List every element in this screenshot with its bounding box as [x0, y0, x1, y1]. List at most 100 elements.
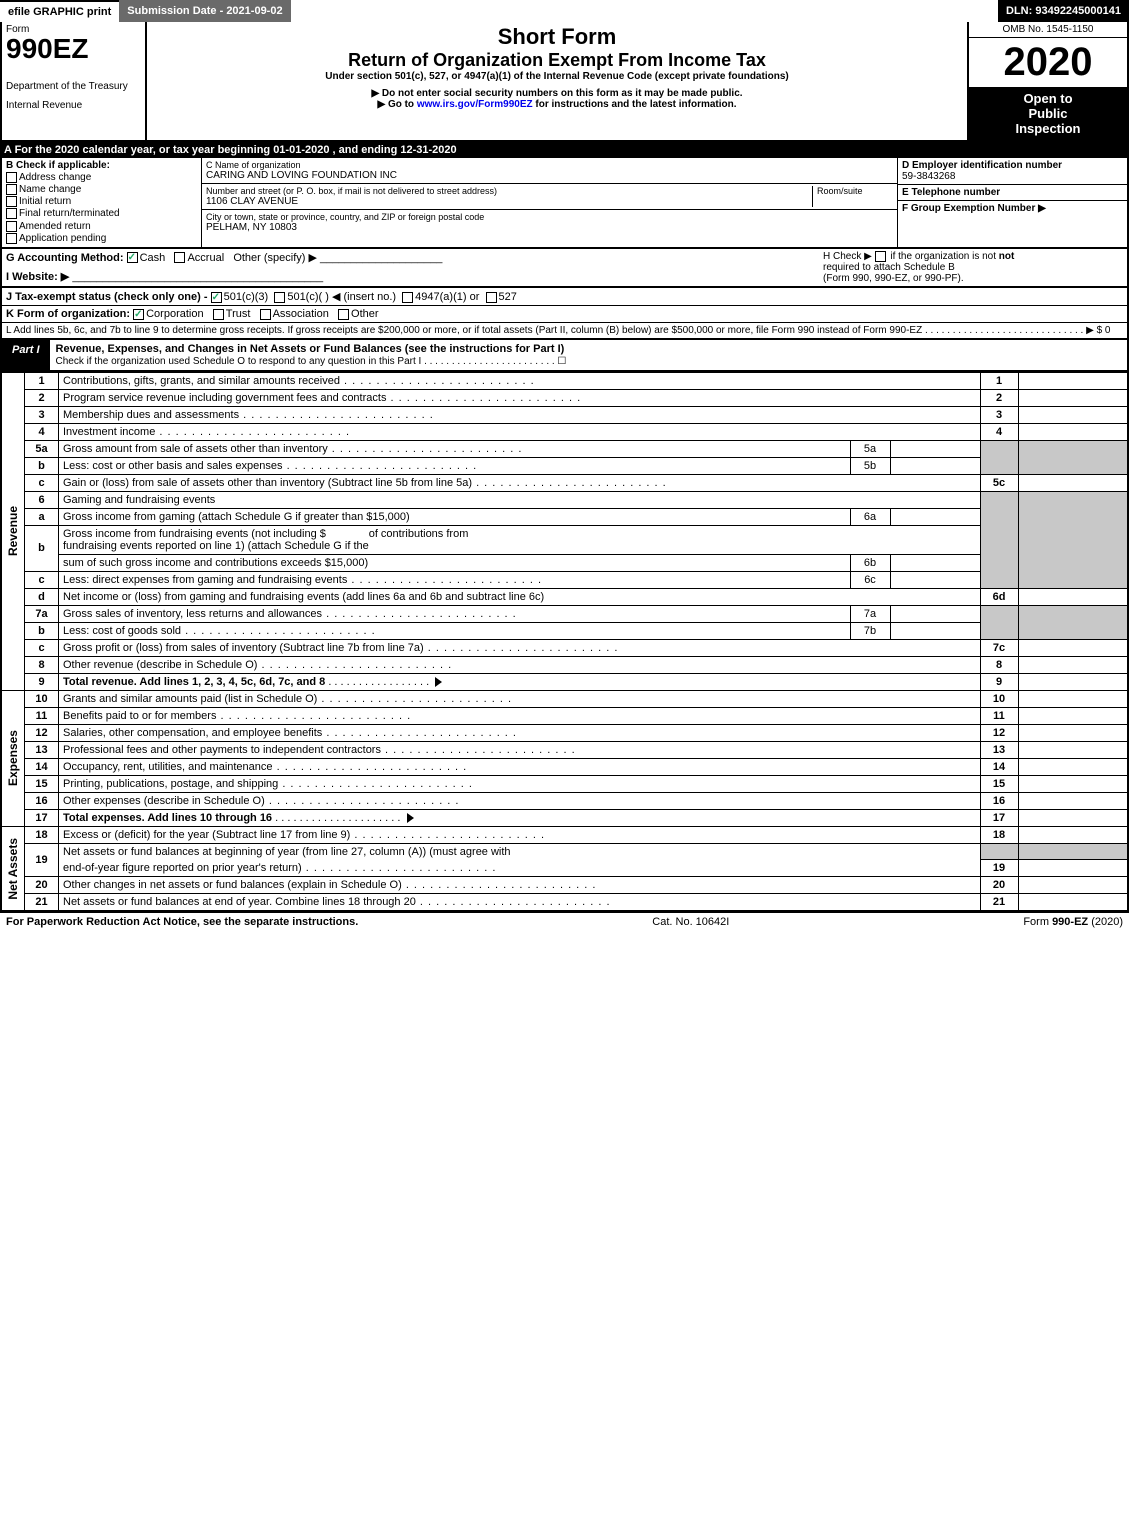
- row-h-l1-post: if the organization is not: [888, 251, 996, 262]
- footer-right: Form 990-EZ (2020): [1023, 916, 1123, 928]
- chk-schedule-b[interactable]: [875, 251, 886, 262]
- line-8: Other revenue (describe in Schedule O): [59, 656, 981, 673]
- line-3-val[interactable]: [1018, 406, 1128, 423]
- line-6b-val[interactable]: [890, 554, 980, 571]
- line-15-val[interactable]: [1018, 775, 1128, 792]
- org-name-label: C Name of organization: [206, 160, 893, 170]
- line-7a: Gross sales of inventory, less returns a…: [59, 605, 851, 622]
- org-addr-cell: Number and street (or P. O. box, if mail…: [202, 184, 897, 210]
- row-h-l2: required to attach Schedule B: [823, 262, 955, 273]
- line-6d-val[interactable]: [1018, 588, 1128, 605]
- line-17-val[interactable]: [1018, 809, 1128, 826]
- line-18-val[interactable]: [1018, 826, 1128, 843]
- chk-527[interactable]: [486, 292, 497, 303]
- line-15: Printing, publications, postage, and shi…: [59, 775, 981, 792]
- line-5a-val[interactable]: [890, 440, 980, 457]
- box-f: F Group Exemption Number ▶: [898, 201, 1127, 216]
- line-13-val[interactable]: [1018, 741, 1128, 758]
- line-7c-val[interactable]: [1018, 639, 1128, 656]
- subtitle-section: Under section 501(c), 527, or 4947(a)(1)…: [153, 71, 961, 82]
- line-10: Grants and similar amounts paid (list in…: [59, 690, 981, 707]
- chk-initial-return[interactable]: Initial return: [6, 196, 197, 207]
- line-21-val[interactable]: [1018, 894, 1128, 912]
- chk-trust[interactable]: [213, 309, 224, 320]
- line-12-val[interactable]: [1018, 724, 1128, 741]
- line-17: Total expenses. Add lines 10 through 16 …: [59, 809, 981, 826]
- line-4: Investment income: [59, 423, 981, 440]
- irs-link[interactable]: www.irs.gov/Form990EZ: [417, 99, 533, 110]
- line-6: Gaming and fundraising events: [59, 491, 981, 508]
- open-line3: Inspection: [973, 121, 1123, 136]
- line-7b-val[interactable]: [890, 622, 980, 639]
- line-14-val[interactable]: [1018, 758, 1128, 775]
- line-6a: Gross income from gaming (attach Schedul…: [59, 508, 851, 525]
- line-6c: Less: direct expenses from gaming and fu…: [59, 571, 851, 588]
- part1-table: Revenue 1 Contributions, gifts, grants, …: [0, 372, 1129, 913]
- row-j: J Tax-exempt status (check only one) - 5…: [0, 288, 1129, 306]
- form-number: 990EZ: [6, 35, 141, 63]
- line-21: Net assets or fund balances at end of ye…: [59, 894, 981, 912]
- org-name-cell: C Name of organization CARING AND LOVING…: [202, 158, 897, 184]
- line-6a-val[interactable]: [890, 508, 980, 525]
- chk-501c[interactable]: [274, 292, 285, 303]
- box-def: D Employer identification number 59-3843…: [897, 158, 1127, 247]
- line-7a-val[interactable]: [890, 605, 980, 622]
- row-h-l1-pre: H Check ▶: [823, 251, 875, 262]
- efile-label[interactable]: efile GRAPHIC print: [0, 0, 119, 22]
- line-18: Excess or (deficit) for the year (Subtra…: [59, 826, 981, 843]
- chk-4947[interactable]: [402, 292, 413, 303]
- chk-accrual[interactable]: [174, 252, 185, 263]
- line-7b: Less: cost of goods sold: [59, 622, 851, 639]
- chk-501c3[interactable]: [211, 292, 222, 303]
- line-20-val[interactable]: [1018, 877, 1128, 894]
- line-5b: Less: cost or other basis and sales expe…: [59, 457, 851, 474]
- line-1-val[interactable]: [1018, 372, 1128, 389]
- line-20: Other changes in net assets or fund bala…: [59, 877, 981, 894]
- org-city-cell: City or town, state or province, country…: [202, 210, 897, 235]
- chk-other[interactable]: [338, 309, 349, 320]
- chk-cash[interactable]: [127, 252, 138, 263]
- section-bcdef: B Check if applicable: Address change Na…: [0, 158, 1129, 249]
- chk-final-return[interactable]: Final return/terminated: [6, 208, 197, 219]
- chk-amended-return[interactable]: Amended return: [6, 221, 197, 232]
- chk-corporation[interactable]: [133, 309, 144, 320]
- line-6c-val[interactable]: [890, 571, 980, 588]
- dept-treasury: Department of the Treasury: [6, 81, 141, 92]
- ein-value: 59-3843268: [902, 171, 1123, 182]
- line-16-val[interactable]: [1018, 792, 1128, 809]
- line-8-val[interactable]: [1018, 656, 1128, 673]
- line-2-val[interactable]: [1018, 389, 1128, 406]
- line-19-val[interactable]: [1018, 860, 1128, 877]
- chk-application-pending[interactable]: Application pending: [6, 233, 197, 244]
- line-5b-val[interactable]: [890, 457, 980, 474]
- part1-header: Part I Revenue, Expenses, and Changes in…: [0, 340, 1129, 372]
- row-g: G Accounting Method: Cash Accrual Other …: [6, 251, 823, 284]
- title-return: Return of Organization Exempt From Incom…: [153, 50, 961, 71]
- chk-name-change[interactable]: Name change: [6, 184, 197, 195]
- arrow-icon: [407, 813, 414, 823]
- line-11-val[interactable]: [1018, 707, 1128, 724]
- open-line2: Public: [973, 106, 1123, 121]
- footer-mid: Cat. No. 10642I: [652, 916, 729, 928]
- row-k: K Form of organization: Corporation Trus…: [0, 306, 1129, 323]
- line-4-val[interactable]: [1018, 423, 1128, 440]
- open-line1: Open to: [973, 91, 1123, 106]
- tel-label: E Telephone number: [902, 187, 1123, 198]
- chk-association[interactable]: [260, 309, 271, 320]
- room-suite-label: Room/suite: [813, 186, 893, 207]
- box-b-head: B Check if applicable:: [6, 160, 197, 171]
- arrow-icon: [435, 677, 442, 687]
- box-c: C Name of organization CARING AND LOVING…: [202, 158, 897, 247]
- chk-address-change[interactable]: Address change: [6, 172, 197, 183]
- side-expenses: Expenses: [1, 690, 25, 826]
- line-10-val[interactable]: [1018, 690, 1128, 707]
- line-3: Membership dues and assessments: [59, 406, 981, 423]
- line-6b-row1: Gross income from fundraising events (no…: [59, 525, 981, 554]
- row-a-taxyear: A For the 2020 calendar year, or tax yea…: [0, 142, 1129, 158]
- row-j-label: J Tax-exempt status (check only one) -: [6, 291, 211, 303]
- line-9-val[interactable]: [1018, 673, 1128, 690]
- line-5c-val[interactable]: [1018, 474, 1128, 491]
- line-19-2: end-of-year figure reported on prior yea…: [59, 860, 981, 877]
- line-5a: Gross amount from sale of assets other t…: [59, 440, 851, 457]
- line-9: Total revenue. Add lines 1, 2, 3, 4, 5c,…: [59, 673, 981, 690]
